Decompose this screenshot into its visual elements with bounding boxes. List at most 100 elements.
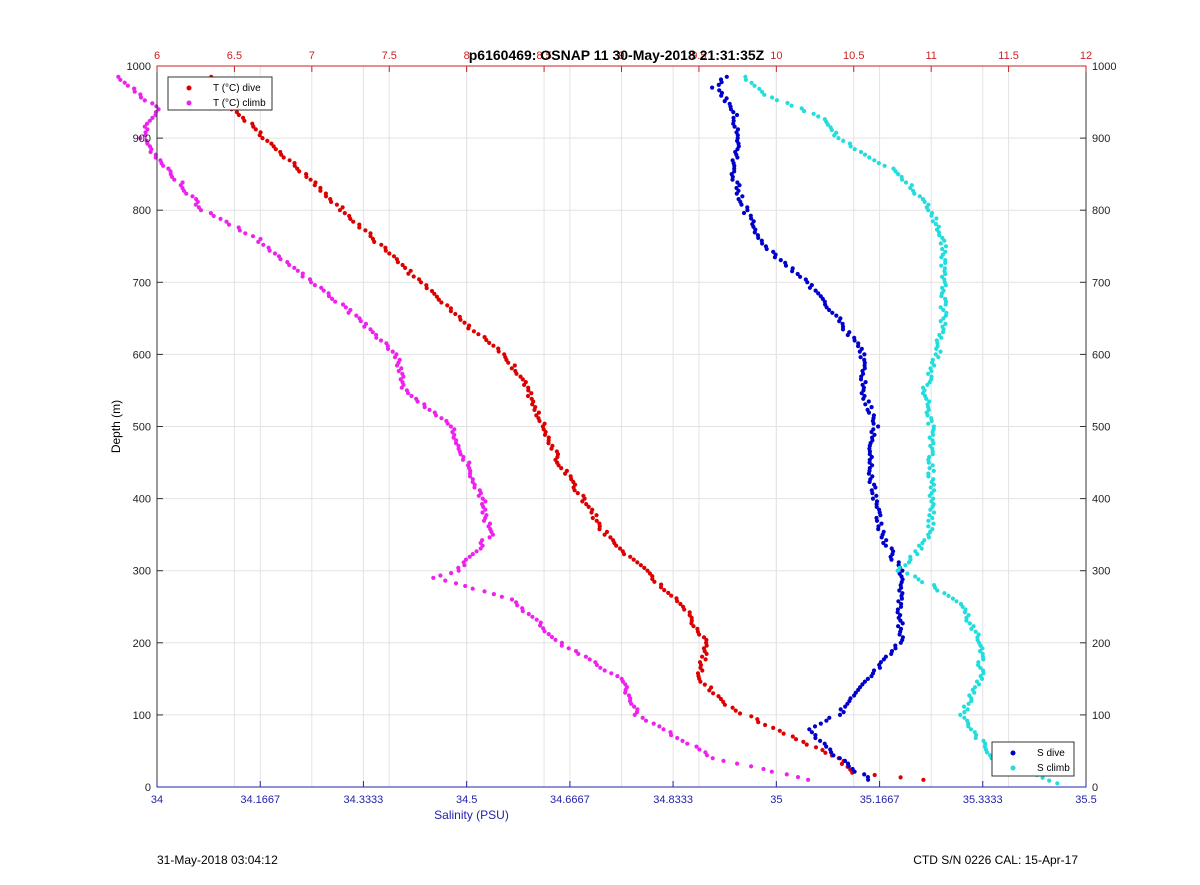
data-point (930, 463, 935, 468)
x-tick-label-top: 8 (464, 50, 470, 62)
data-point (132, 86, 137, 91)
data-point (872, 482, 877, 487)
data-point (147, 144, 152, 149)
data-point (749, 714, 754, 719)
y-tick-label-left: 400 (133, 494, 151, 506)
data-point (852, 335, 857, 340)
data-point (858, 685, 863, 690)
data-point (647, 571, 653, 576)
y-tick-label-left: 600 (133, 349, 151, 361)
data-point (144, 138, 149, 143)
data-point (773, 252, 778, 257)
data-point (781, 731, 786, 736)
data-point (334, 202, 339, 207)
data-point (378, 338, 384, 343)
data-point (763, 722, 768, 728)
data-point (357, 222, 362, 227)
data-point (342, 211, 347, 216)
data-point (351, 219, 356, 224)
data-point (523, 380, 528, 385)
data-point (575, 491, 580, 496)
data-point (837, 712, 843, 718)
data-point (295, 268, 300, 273)
data-point (512, 363, 517, 368)
data-point (769, 769, 774, 774)
data-point (313, 180, 318, 185)
data-point (424, 283, 429, 288)
data-point (931, 477, 936, 482)
data-point (330, 296, 335, 301)
data-point (598, 665, 603, 670)
data-point (150, 115, 155, 120)
data-point (304, 172, 309, 177)
x-tick-label-bottom: 34.3333 (344, 794, 384, 806)
data-point (838, 707, 843, 712)
data-point (514, 600, 519, 605)
data-point (931, 468, 936, 473)
data-point (727, 101, 732, 106)
data-point (733, 708, 738, 713)
data-point (125, 83, 130, 88)
data-point (236, 225, 241, 230)
data-point (909, 183, 914, 188)
data-point (694, 744, 699, 749)
data-point (623, 682, 628, 687)
data-point (774, 98, 780, 103)
data-point (703, 750, 708, 755)
data-point (718, 696, 724, 702)
data-point (321, 288, 326, 293)
legend-label: S dive (1037, 748, 1065, 759)
data-point (731, 115, 736, 120)
data-point (659, 582, 664, 587)
data-point (954, 599, 959, 604)
data-point (340, 205, 345, 210)
data-point (326, 291, 331, 296)
data-point (328, 197, 333, 202)
data-point (348, 307, 353, 313)
data-point (858, 355, 863, 360)
data-point (142, 124, 147, 129)
data-point (635, 707, 640, 712)
data-point (278, 149, 283, 155)
data-point (867, 466, 872, 471)
data-point (981, 738, 986, 744)
data-point (761, 766, 766, 772)
data-point (899, 174, 904, 179)
data-point (439, 416, 444, 421)
data-point (860, 382, 865, 387)
y-tick-label-right: 900 (1092, 133, 1110, 145)
data-point (876, 424, 881, 429)
data-point (122, 80, 127, 85)
data-point (417, 277, 422, 282)
data-point (448, 424, 453, 429)
data-point (116, 74, 121, 79)
data-point (962, 710, 967, 715)
data-point (340, 302, 346, 307)
data-point (354, 313, 359, 318)
data-point (250, 234, 256, 239)
data-point (685, 741, 690, 746)
y-tick-label-right: 100 (1092, 710, 1110, 722)
data-point (870, 435, 875, 440)
x-tick-label-bottom: 35.1667 (860, 794, 900, 806)
data-point (927, 513, 932, 518)
data-point (449, 571, 454, 576)
data-point (934, 338, 939, 343)
data-point (883, 543, 889, 548)
data-point (778, 258, 783, 263)
data-point (735, 127, 741, 132)
data-point (929, 416, 934, 421)
data-point (896, 560, 901, 565)
data-point (978, 674, 983, 679)
data-point (590, 515, 595, 521)
data-point (363, 321, 369, 326)
data-point (865, 775, 871, 780)
data-point (370, 330, 375, 335)
data-point (940, 246, 945, 252)
data-point (926, 471, 931, 476)
data-point (368, 231, 373, 236)
data-point (874, 515, 879, 521)
data-point (940, 252, 946, 257)
data-point (452, 427, 457, 432)
data-point (943, 321, 948, 326)
